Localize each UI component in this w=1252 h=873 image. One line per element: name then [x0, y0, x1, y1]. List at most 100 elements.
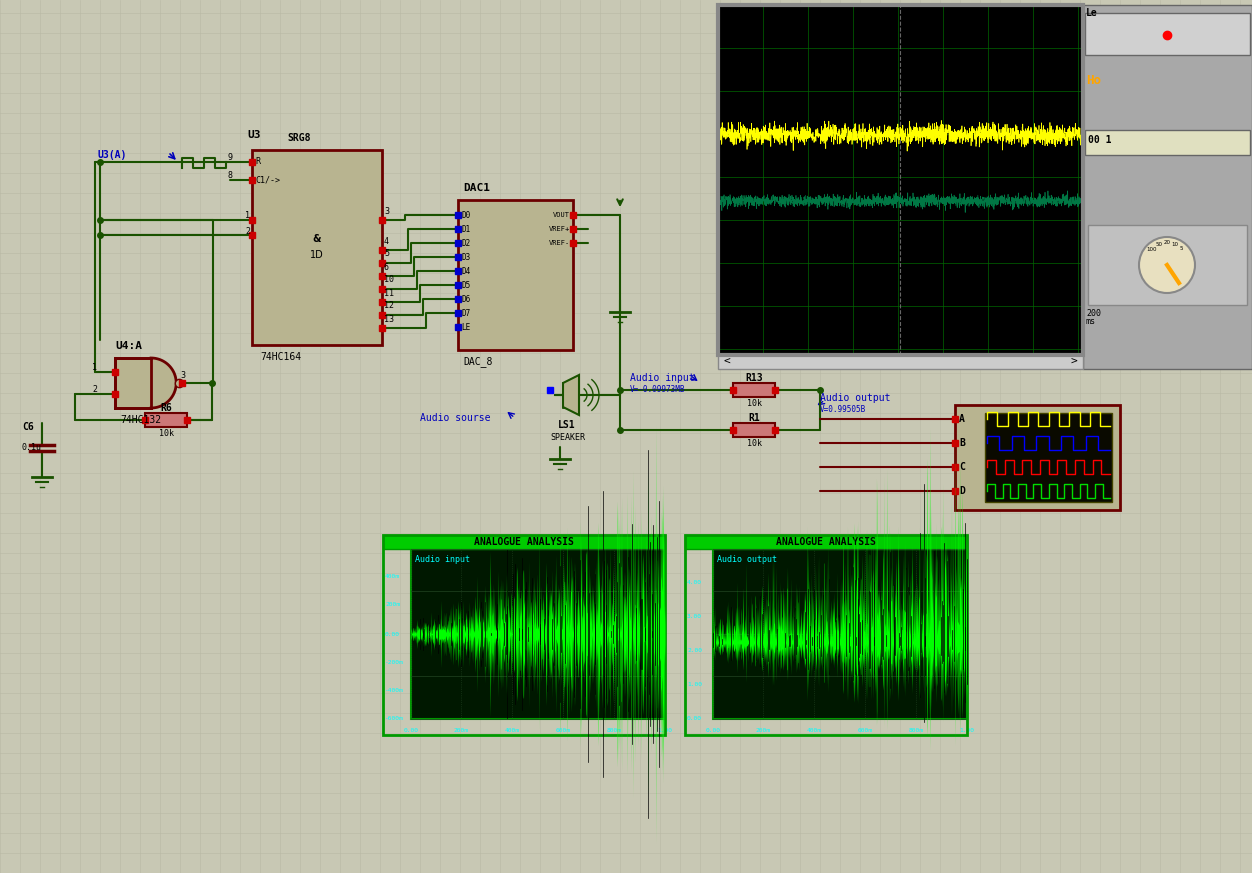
Text: D1: D1	[461, 224, 471, 233]
Text: 3.00: 3.00	[687, 615, 702, 620]
Text: 1: 1	[91, 363, 96, 373]
Text: <: <	[724, 357, 731, 367]
Text: 200m: 200m	[453, 727, 468, 732]
Bar	[1085, 13, 1249, 55]
Text: D3: D3	[461, 252, 471, 262]
Text: Audio sourse: Audio sourse	[419, 413, 491, 423]
Bar	[732, 383, 775, 397]
Text: 0.1u: 0.1u	[23, 443, 43, 451]
Text: 5: 5	[384, 250, 389, 258]
Text: A: A	[959, 414, 965, 424]
Bar	[383, 535, 665, 549]
Text: 0.00: 0.00	[403, 727, 418, 732]
Text: 6: 6	[384, 263, 389, 272]
Text: Le: Le	[1085, 8, 1098, 18]
Bar	[717, 5, 1083, 355]
Text: D5: D5	[461, 280, 471, 290]
Text: 800m: 800m	[909, 727, 924, 732]
Bar	[1088, 225, 1247, 305]
Text: C6: C6	[23, 422, 34, 432]
Bar	[712, 549, 967, 719]
Bar	[1083, 5, 1252, 369]
Text: 0.00: 0.00	[386, 631, 399, 636]
Text: 600m: 600m	[556, 727, 571, 732]
Text: R1: R1	[749, 413, 760, 423]
Text: V=-0.09973МВ: V=-0.09973МВ	[630, 386, 686, 395]
Text: D2: D2	[461, 238, 471, 248]
Text: VREF-: VREF-	[548, 240, 570, 246]
Text: C: C	[959, 462, 965, 472]
Text: 1.00: 1.00	[959, 727, 974, 732]
Text: 3: 3	[180, 372, 185, 381]
Text: 1.00: 1.00	[687, 683, 702, 688]
Text: 10: 10	[384, 276, 394, 285]
Text: D7: D7	[461, 308, 471, 318]
Text: Audio output: Audio output	[820, 393, 890, 403]
Bar	[458, 200, 573, 350]
Text: -600m: -600m	[386, 717, 403, 721]
Text: D0: D0	[461, 210, 471, 219]
Text: U4:A: U4:A	[115, 341, 141, 351]
Text: 1.00: 1.00	[657, 727, 672, 732]
Text: 74HC132: 74HC132	[120, 415, 162, 425]
Text: DAC_8: DAC_8	[463, 356, 492, 368]
Text: 4: 4	[384, 237, 389, 245]
Text: LE: LE	[461, 322, 471, 332]
Circle shape	[1139, 237, 1194, 293]
Text: 74HC164: 74HC164	[260, 352, 302, 362]
Text: 10k: 10k	[746, 400, 761, 409]
Text: 0.00: 0.00	[705, 727, 720, 732]
Bar	[685, 535, 967, 549]
Bar	[145, 413, 187, 427]
Text: 400m: 400m	[806, 727, 821, 732]
Text: 13: 13	[384, 314, 394, 324]
Text: D: D	[959, 486, 965, 496]
Text: 10k: 10k	[159, 430, 174, 438]
Text: B: B	[959, 438, 965, 448]
Text: 200m: 200m	[755, 727, 770, 732]
Text: Audio output: Audio output	[717, 554, 777, 563]
Bar	[685, 535, 967, 735]
Text: Ho: Ho	[1085, 73, 1101, 86]
Text: 10: 10	[1171, 242, 1178, 247]
Text: 2: 2	[91, 386, 96, 395]
Text: 800m: 800m	[606, 727, 621, 732]
Text: &: &	[313, 235, 322, 244]
Text: 1D: 1D	[310, 251, 324, 260]
Text: 400m: 400m	[505, 727, 520, 732]
Text: ANALOGUE ANALYSIS: ANALOGUE ANALYSIS	[475, 537, 573, 547]
Text: 20: 20	[1163, 240, 1171, 245]
Text: V=0.99505В: V=0.99505В	[820, 405, 866, 415]
Text: -200m: -200m	[386, 659, 403, 664]
Text: 5.00: 5.00	[687, 546, 702, 552]
Text: VOUT: VOUT	[553, 212, 570, 218]
Bar	[252, 150, 382, 345]
Text: >: >	[1070, 357, 1077, 367]
Text: LS1: LS1	[558, 420, 576, 430]
Text: Audio input: Audio input	[630, 373, 695, 383]
Text: ANALOGUE ANALYSIS: ANALOGUE ANALYSIS	[776, 537, 876, 547]
Text: R6: R6	[160, 403, 172, 413]
Text: R13: R13	[745, 373, 762, 383]
Text: R: R	[255, 157, 260, 167]
Text: U3(A): U3(A)	[98, 150, 128, 160]
Text: 2: 2	[245, 226, 250, 236]
Text: D6: D6	[461, 294, 471, 304]
Text: 100: 100	[1146, 247, 1157, 252]
Bar	[955, 405, 1121, 510]
Text: 10k: 10k	[746, 439, 761, 449]
Text: 00 1: 00 1	[1088, 135, 1112, 145]
Text: VREF+: VREF+	[548, 226, 570, 232]
Bar	[383, 535, 665, 735]
Text: 0.00: 0.00	[687, 717, 702, 721]
Text: SPEAKER: SPEAKER	[550, 432, 585, 442]
Text: 600m: 600m	[858, 727, 873, 732]
Text: Audio input: Audio input	[414, 554, 470, 563]
Text: 9: 9	[227, 154, 232, 162]
Text: -400m: -400m	[386, 688, 403, 692]
Text: 1: 1	[245, 211, 250, 221]
Text: 4.00: 4.00	[687, 581, 702, 586]
Text: SRG8: SRG8	[287, 133, 310, 143]
Bar	[1085, 130, 1249, 155]
Polygon shape	[563, 375, 578, 415]
